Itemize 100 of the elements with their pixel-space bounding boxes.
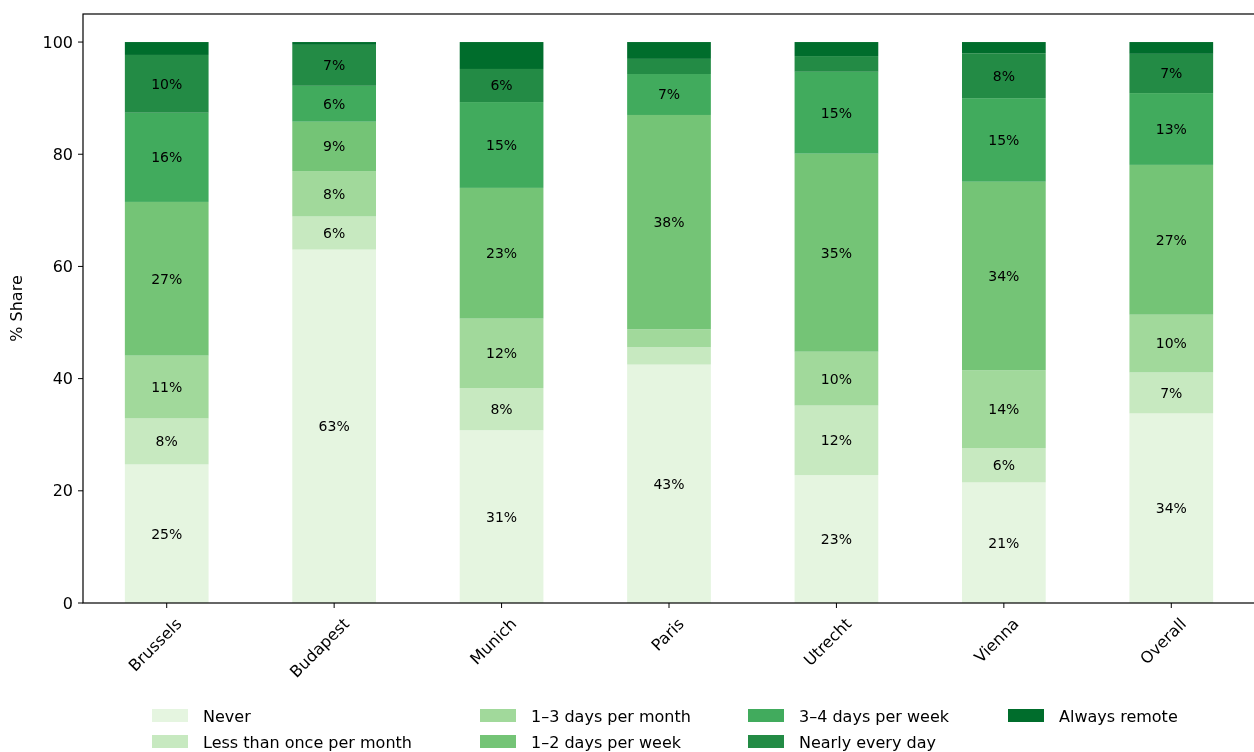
data-label: 10% (1155, 335, 1187, 352)
data-label: 7% (1160, 384, 1183, 401)
data-label: 10% (151, 75, 183, 92)
data-label: 15% (486, 136, 518, 153)
data-label: 6% (323, 224, 346, 241)
data-label: 23% (486, 245, 518, 262)
data-label: 25% (151, 525, 183, 542)
bar (292, 121, 376, 172)
bar (292, 171, 376, 217)
legend-label: Never (203, 706, 252, 726)
y-tick-label: 100 (42, 32, 73, 52)
bar (962, 181, 1046, 371)
data-label: 9% (323, 138, 346, 155)
bar (627, 74, 711, 115)
bar (292, 42, 376, 45)
data-label: 21% (988, 534, 1020, 551)
bar (1129, 314, 1214, 373)
bar (124, 355, 209, 419)
data-label: 6% (992, 457, 1015, 474)
y-tick-label: 0 (62, 593, 73, 613)
bar (1129, 164, 1214, 315)
bar (459, 318, 544, 389)
legend-label: Less than once per month (203, 732, 412, 752)
data-label: 35% (820, 244, 852, 261)
bar (124, 464, 209, 603)
bar (124, 42, 209, 55)
bar (459, 388, 544, 431)
bar (1129, 53, 1214, 94)
legend-label: 1–2 days per week (531, 732, 682, 752)
data-label: 16% (151, 149, 183, 166)
data-label: 13% (1155, 120, 1187, 137)
data-label: 6% (323, 95, 346, 112)
data-label: 14% (988, 401, 1020, 418)
bar (1129, 413, 1214, 603)
bar (794, 56, 879, 72)
data-label: 12% (486, 345, 518, 362)
bar (124, 418, 209, 465)
bar (627, 329, 711, 348)
data-label: 31% (486, 508, 518, 525)
bar (794, 475, 879, 603)
bar (459, 102, 544, 188)
data-label: 8% (155, 433, 178, 450)
data-label: 23% (820, 530, 852, 547)
data-label: 34% (988, 267, 1020, 284)
bar (794, 405, 879, 476)
bar (794, 71, 879, 154)
y-tick-label: 40 (52, 369, 73, 389)
data-label: 8% (323, 185, 346, 202)
bar (962, 42, 1046, 54)
legend-label: Always remote (1059, 706, 1178, 726)
bar (124, 201, 209, 356)
data-label: 63% (318, 418, 350, 435)
bar (962, 53, 1046, 99)
bar (292, 44, 376, 86)
data-label: 15% (820, 104, 852, 121)
bar (1129, 42, 1214, 54)
bar (124, 54, 209, 113)
bar (1129, 372, 1214, 414)
legend-label: 3–4 days per week (799, 706, 950, 726)
bar (627, 347, 711, 365)
bar (627, 58, 711, 75)
data-label: 7% (657, 86, 681, 103)
bar (962, 370, 1046, 449)
data-label: 8% (992, 67, 1015, 84)
data-label: 15% (988, 131, 1020, 148)
data-label: 38% (653, 214, 685, 231)
data-label: 34% (1155, 500, 1187, 517)
bar (962, 482, 1046, 603)
bar (1129, 93, 1214, 165)
data-label: 7% (1160, 65, 1183, 82)
data-label: 6% (490, 77, 513, 94)
bar (627, 114, 711, 330)
bar (292, 85, 376, 122)
data-label: 8% (490, 401, 513, 418)
data-label: 43% (653, 475, 685, 492)
bar (292, 249, 376, 603)
bar (627, 42, 711, 59)
bar (794, 153, 879, 352)
y-tick-label: 20 (52, 481, 73, 501)
y-tick-label: 60 (52, 257, 73, 277)
data-label: 7% (323, 57, 346, 74)
data-label: 27% (151, 270, 183, 287)
bar (124, 112, 209, 202)
bar (459, 68, 544, 103)
data-label: 11% (151, 378, 183, 395)
bar (962, 448, 1046, 483)
data-label: 10% (820, 370, 852, 387)
bar (794, 351, 879, 406)
bar (292, 216, 376, 250)
y-tick-label: 80 (52, 144, 73, 164)
bar (962, 98, 1046, 182)
legend-label: Nearly every day (799, 732, 936, 752)
bar (459, 42, 544, 69)
data-label: 12% (820, 432, 852, 449)
legend-label: 1–3 days per month (531, 706, 691, 726)
bar (459, 187, 544, 319)
bar (459, 430, 544, 603)
bar (627, 364, 711, 603)
y-axis-title: % Share (7, 275, 26, 342)
data-label: 27% (1155, 231, 1187, 248)
